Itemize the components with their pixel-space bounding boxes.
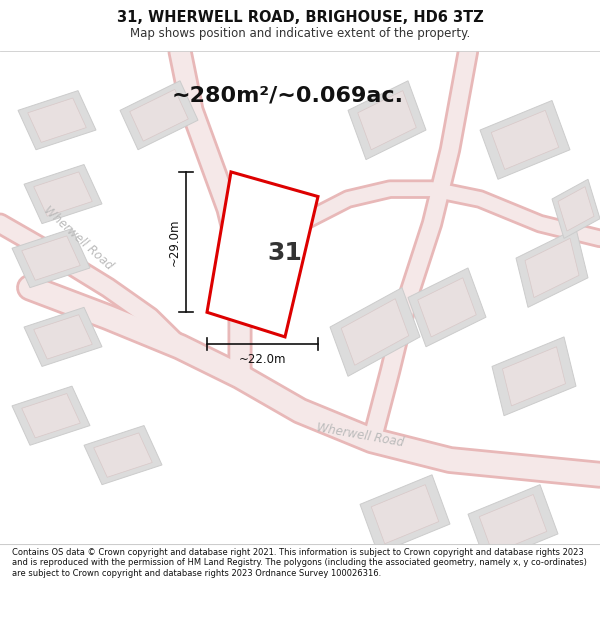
Polygon shape <box>34 172 92 216</box>
Text: Wherwell Road: Wherwell Road <box>41 204 115 273</box>
Polygon shape <box>330 288 420 376</box>
Polygon shape <box>12 386 90 445</box>
Polygon shape <box>480 101 570 179</box>
Text: ~280m²/~0.069ac.: ~280m²/~0.069ac. <box>172 86 404 106</box>
Polygon shape <box>84 426 162 484</box>
Polygon shape <box>552 179 600 238</box>
Polygon shape <box>22 236 80 280</box>
Polygon shape <box>360 475 450 554</box>
Text: ~29.0m: ~29.0m <box>167 218 181 266</box>
Text: Map shows position and indicative extent of the property.: Map shows position and indicative extent… <box>130 27 470 40</box>
Polygon shape <box>18 91 96 150</box>
Polygon shape <box>216 189 306 324</box>
Polygon shape <box>130 89 188 141</box>
Polygon shape <box>408 268 486 347</box>
Polygon shape <box>207 172 318 337</box>
Text: ~22.0m: ~22.0m <box>239 352 286 366</box>
Polygon shape <box>24 164 102 224</box>
Polygon shape <box>479 494 547 554</box>
Polygon shape <box>348 81 426 159</box>
Polygon shape <box>525 238 579 298</box>
Text: 31, WHERWELL ROAD, BRIGHOUSE, HD6 3TZ: 31, WHERWELL ROAD, BRIGHOUSE, HD6 3TZ <box>116 10 484 25</box>
Polygon shape <box>34 315 92 359</box>
Polygon shape <box>22 394 80 438</box>
Polygon shape <box>492 337 576 416</box>
Polygon shape <box>502 347 565 406</box>
Polygon shape <box>558 187 594 231</box>
Text: 31: 31 <box>268 241 302 265</box>
Polygon shape <box>28 98 86 142</box>
Polygon shape <box>516 229 588 308</box>
Polygon shape <box>94 433 152 478</box>
Polygon shape <box>24 308 102 366</box>
Polygon shape <box>341 299 409 365</box>
Polygon shape <box>468 484 558 564</box>
Polygon shape <box>358 91 416 150</box>
Text: Wherwell Road: Wherwell Road <box>315 421 405 449</box>
Text: Contains OS data © Crown copyright and database right 2021. This information is : Contains OS data © Crown copyright and d… <box>12 548 587 578</box>
Polygon shape <box>371 484 439 544</box>
Polygon shape <box>120 81 198 150</box>
Polygon shape <box>12 229 90 288</box>
Polygon shape <box>418 278 476 337</box>
Polygon shape <box>491 111 559 169</box>
